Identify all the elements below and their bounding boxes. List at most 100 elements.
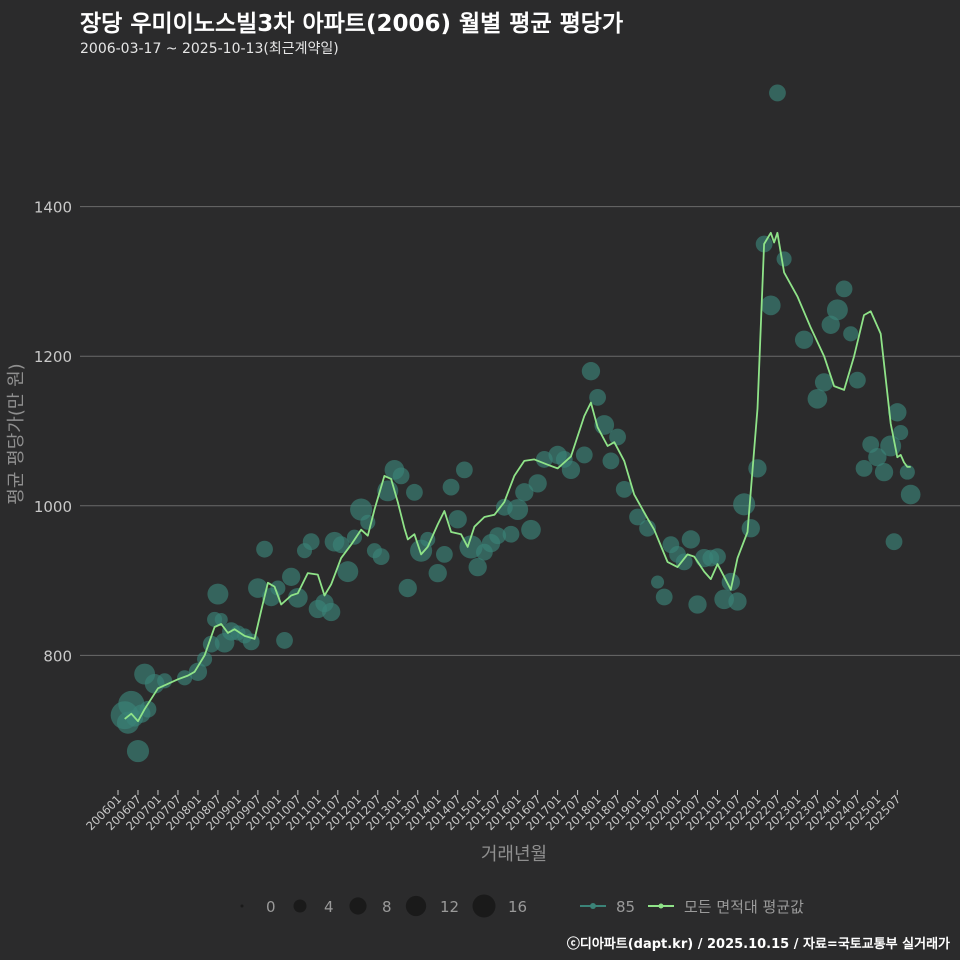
y-tick-label-800: 800	[43, 647, 72, 665]
data-point-98	[794, 330, 814, 349]
data-point-109	[874, 462, 894, 482]
legend-size-circle-4	[293, 899, 307, 913]
data-point-91	[733, 493, 756, 516]
data-point-44	[392, 467, 410, 485]
average-price-line	[124, 231, 911, 723]
legend-point-average	[658, 903, 664, 909]
data-point-78	[651, 575, 665, 589]
legend: 0 4 8 12 16 85 모든 면적대 평균값	[240, 894, 804, 918]
legend-size-label-8: 8	[382, 898, 392, 916]
data-point-30	[302, 533, 320, 551]
legend-size-circle-16	[472, 894, 496, 918]
data-point-89	[721, 572, 740, 592]
data-point-73	[602, 452, 620, 470]
data-point-7	[139, 700, 157, 718]
data-point-70	[581, 362, 601, 381]
data-point-62	[515, 483, 534, 502]
legend-size-circle-8	[349, 897, 367, 915]
data-point-49	[428, 563, 447, 583]
data-point-15	[207, 583, 229, 605]
data-point-52	[448, 510, 467, 529]
data-point-115	[900, 484, 921, 505]
data-point-48	[420, 531, 436, 547]
data-point-36	[337, 561, 359, 583]
data-point-113	[893, 424, 909, 441]
y-tick-label-1000: 1000	[34, 498, 72, 516]
data-point-33	[321, 602, 341, 622]
data-point-11	[188, 662, 208, 681]
legend-size-label-4: 4	[324, 898, 334, 916]
data-point-60	[502, 525, 520, 543]
data-point-51	[442, 478, 460, 496]
data-point-53	[455, 461, 473, 479]
legend-point-85	[590, 903, 596, 909]
data-point-41	[372, 548, 390, 566]
data-point-106	[855, 459, 873, 477]
legend-size-label-16: 16	[508, 898, 527, 916]
data-point-92	[741, 519, 760, 538]
data-point-71	[589, 388, 606, 406]
x-axis: 2006012006072007012007072008012008072009…	[83, 790, 903, 833]
data-point-63	[521, 519, 541, 540]
y-axis-label: 평균 평당가(만 원)	[6, 363, 27, 504]
legend-size-label-12: 12	[440, 898, 459, 916]
data-point-74	[609, 428, 626, 446]
data-point-82	[675, 553, 693, 571]
data-point-105	[848, 371, 866, 389]
data-point-25	[270, 580, 286, 596]
scatter-points	[110, 84, 921, 763]
data-point-50	[435, 546, 453, 563]
legend-size-label-0: 0	[266, 898, 276, 916]
data-point-22	[248, 578, 268, 598]
data-point-111	[885, 533, 903, 551]
data-point-101	[821, 315, 840, 334]
data-point-58	[489, 527, 507, 545]
data-point-97	[776, 251, 792, 267]
data-point-100	[814, 373, 834, 392]
data-point-64	[528, 474, 547, 493]
legend-label-average: 모든 면적대 평균값	[684, 898, 804, 916]
data-point-61	[507, 499, 529, 520]
y-axis: 800 1000 1200 1400	[34, 199, 72, 666]
data-point-104	[843, 326, 859, 342]
legend-size-circle-0	[240, 904, 244, 908]
average-line-layer	[124, 231, 911, 723]
chart-subtitle: 2006-03-17 ~ 2025-10-13(최근계약일)	[80, 41, 339, 57]
chart-title: 장당 우미이노스빌3차 아파트(2006) 월별 평균 평당가	[80, 11, 624, 37]
data-point-103	[835, 280, 853, 298]
data-point-102	[826, 299, 848, 321]
data-point-68	[561, 460, 581, 480]
data-point-84	[688, 595, 707, 614]
data-point-75	[615, 480, 633, 498]
data-point-16	[214, 612, 228, 627]
data-point-112	[888, 403, 907, 422]
data-point-27	[282, 567, 301, 586]
data-point-26	[276, 632, 293, 649]
data-point-76	[629, 508, 646, 526]
data-point-4	[126, 740, 150, 763]
legend-label-85: 85	[616, 898, 635, 916]
y-tick-label-1200: 1200	[34, 348, 72, 366]
data-point-10	[177, 670, 193, 686]
data-point-46	[406, 483, 423, 501]
data-point-83	[681, 530, 701, 549]
data-point-35	[332, 536, 350, 554]
data-point-28	[288, 587, 308, 608]
data-point-96	[769, 84, 786, 102]
data-point-95	[760, 295, 781, 316]
data-point-23	[256, 540, 273, 558]
data-point-45	[398, 578, 417, 598]
data-point-90	[728, 592, 747, 611]
data-point-87	[709, 548, 726, 566]
x-axis-label: 거래년월	[481, 844, 547, 865]
data-point-55	[468, 557, 487, 577]
data-point-108	[868, 448, 887, 467]
data-point-114	[899, 464, 915, 480]
data-point-99	[807, 389, 828, 409]
data-point-69	[575, 446, 593, 464]
legend-size-circle-12	[405, 895, 427, 917]
y-tick-label-1400: 1400	[34, 199, 72, 217]
data-point-93	[748, 459, 767, 478]
credit-text: ⓒ디아파트(dapt.kr) / 2025.10.15 / 자료=국토교통부 실…	[566, 937, 950, 952]
